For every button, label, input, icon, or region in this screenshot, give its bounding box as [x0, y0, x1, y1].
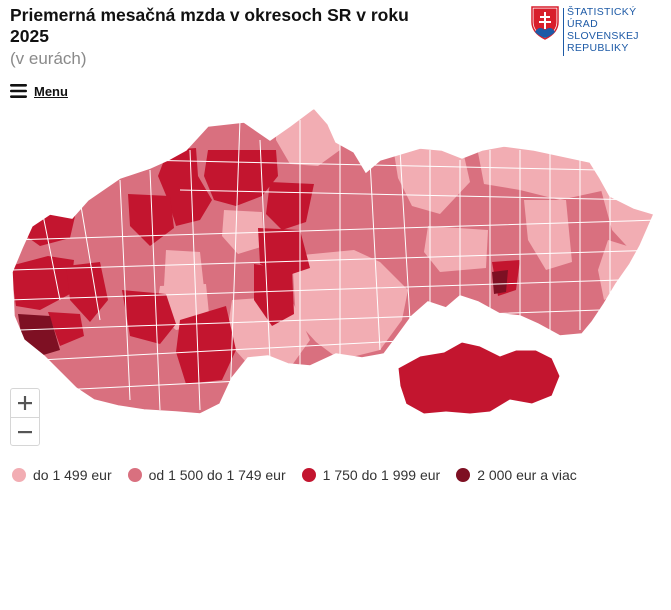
legend-swatch-2 — [127, 468, 142, 482]
logo-line-4: REPUBLIKY — [567, 42, 629, 54]
country-outline — [11, 106, 656, 415]
district-trencin-dark[interactable] — [128, 194, 174, 246]
district-levice-dark[interactable] — [176, 306, 236, 384]
coat-of-arms-icon — [531, 6, 559, 40]
hamburger-icon — [10, 84, 27, 98]
legend-item-3[interactable]: 1 750 do 1 999 eur — [301, 467, 441, 483]
page-subtitle: (v eurách) — [10, 49, 87, 68]
district-banska-bystrica-dark[interactable] — [258, 228, 310, 276]
legend-label-1: do 1 499 eur — [33, 467, 112, 483]
zoom-in-button[interactable] — [11, 389, 39, 417]
zoom-control — [10, 388, 40, 446]
menu-label: Menu — [34, 83, 68, 99]
logo-divider — [563, 8, 564, 56]
slovakia-districts-map[interactable] — [0, 100, 671, 430]
page-title: Priemerná mesačná mzda v okresoch SR v r… — [10, 5, 409, 46]
legend-swatch-1 — [12, 468, 26, 482]
statistics-office-logo[interactable]: ŠTATISTICKÝ ÚRAD SLOVENSKEJ REPUBLIKY — [531, 6, 661, 58]
menu-button[interactable]: Menu — [10, 82, 68, 100]
district-zvolen-dark[interactable] — [254, 264, 294, 326]
plus-icon — [18, 396, 32, 410]
zoom-out-button[interactable] — [11, 417, 39, 446]
legend-label-3: 1 750 do 1 999 eur — [322, 467, 441, 483]
districts-layer — [12, 100, 654, 414]
district-kysuce-dark[interactable] — [158, 148, 212, 226]
logo-line-3: SLOVENSKEJ — [567, 30, 639, 42]
legend-item-4[interactable]: 2 000 eur a viac — [456, 467, 577, 483]
district-north-light[interactable] — [276, 100, 340, 166]
minus-icon — [18, 431, 32, 434]
district-kosice-darkest[interactable] — [492, 270, 508, 294]
legend-swatch-3 — [301, 468, 316, 482]
district-central-light-1[interactable] — [222, 210, 264, 254]
district-liptov-dark[interactable] — [266, 182, 314, 230]
district-borders — [12, 119, 654, 411]
legend-item-2[interactable]: od 1 500 do 1 749 eur — [127, 467, 286, 483]
district-east-light-1[interactable] — [524, 200, 572, 270]
district-east-light-3[interactable] — [598, 240, 640, 300]
logo-text: ŠTATISTICKÝ ÚRAD SLOVENSKEJ REPUBLIKY — [567, 6, 639, 54]
district-nitra-dark[interactable] — [122, 290, 176, 344]
logo-line-1: ŠTATISTICKÝ — [567, 6, 637, 18]
map-legend: do 1 499 eur od 1 500 do 1 749 eur 1 750… — [12, 467, 593, 483]
district-bratislava-suburb-dark[interactable] — [48, 312, 84, 346]
district-central-east-light[interactable] — [424, 226, 488, 272]
legend-label-2: od 1 500 do 1 749 eur — [148, 467, 286, 483]
legend-label-4: 2 000 eur a viac — [477, 467, 577, 483]
district-inset-south-east[interactable] — [397, 341, 561, 415]
legend-swatch-4 — [456, 468, 471, 482]
logo-line-2: ÚRAD — [567, 18, 598, 30]
legend-item-1[interactable]: do 1 499 eur — [12, 467, 112, 483]
